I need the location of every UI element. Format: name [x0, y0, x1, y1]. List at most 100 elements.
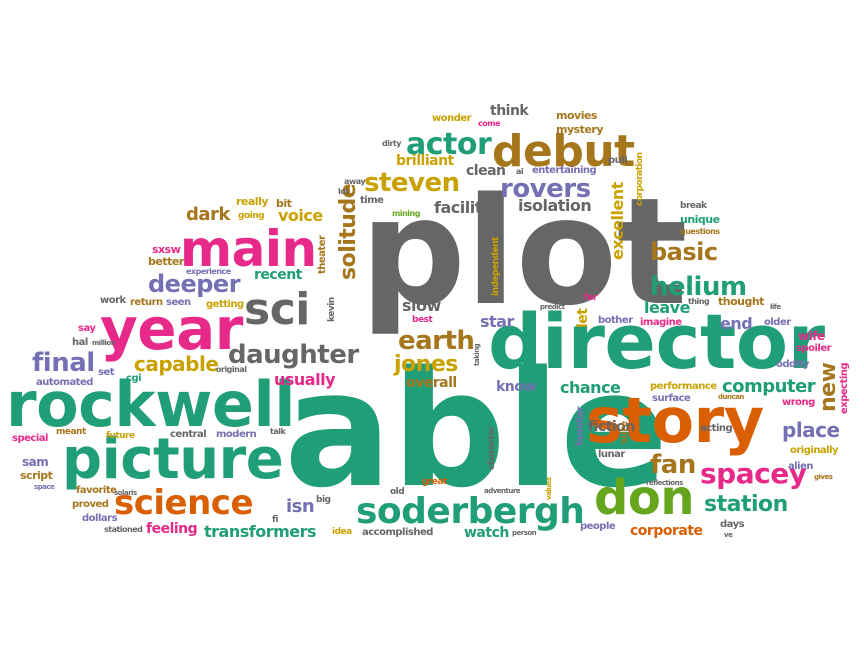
word-expecting: expecting — [839, 362, 850, 414]
word-space: space — [34, 483, 55, 491]
word-sure: sure — [619, 421, 630, 444]
word-time: time — [360, 195, 384, 206]
word-jones: jones — [394, 352, 458, 377]
word-reflections: reflections — [646, 479, 683, 487]
word-science: science — [114, 483, 254, 523]
word-final: final — [32, 348, 95, 378]
word-taking: taking — [473, 343, 481, 366]
word-leave: leave — [644, 298, 690, 317]
word-star: star — [480, 312, 514, 331]
word-far: far — [584, 293, 597, 303]
word-original: original — [216, 365, 247, 374]
word-return: return — [130, 297, 163, 308]
word-debut: debut — [492, 126, 635, 177]
word-story: story — [586, 384, 764, 457]
word-favorite: favorite — [76, 485, 117, 496]
word-come: come — [478, 119, 501, 128]
word-life: life — [770, 303, 781, 311]
word-independent: independent — [491, 237, 501, 296]
word-better: better — [148, 255, 184, 268]
word-originally: originally — [790, 445, 839, 456]
word-central: central — [170, 429, 207, 440]
word-main: main — [180, 220, 317, 278]
word-old: old — [390, 487, 405, 497]
word-think: think — [490, 103, 529, 119]
word-transformers: transformers — [204, 522, 317, 541]
word-bit: bit — [276, 197, 292, 210]
word-clean: clean — [466, 163, 506, 179]
word-new: new — [816, 362, 841, 412]
word-lot: lot — [338, 187, 349, 196]
word-deeper: deeper — [148, 270, 241, 298]
word-performance: performance — [650, 381, 717, 392]
word-surface: surface — [652, 393, 691, 404]
word-great: great — [422, 477, 447, 487]
word-adventure: adventure — [484, 487, 521, 495]
word-predict: predict — [540, 303, 565, 311]
word-rockwell: rockwell — [6, 368, 296, 441]
word-break: break — [680, 201, 707, 211]
word-rovers: rovers — [500, 174, 591, 204]
word-know: know — [496, 379, 536, 395]
word-solitude: solitude — [336, 183, 361, 280]
word-recent: recent — [254, 267, 302, 283]
word-cgi: cgi — [126, 373, 142, 384]
word-familiar: familiar — [575, 406, 586, 446]
word-chance: chance — [560, 378, 621, 397]
word-plot: plot — [360, 166, 688, 338]
word-solaris: solaris — [114, 489, 137, 497]
word-stationed: stationed — [104, 525, 143, 534]
word-thought: thought — [718, 295, 764, 308]
word-lunar: lunar — [598, 449, 625, 460]
word-person: person — [512, 529, 537, 537]
word-ve: ve — [724, 531, 733, 539]
word-dollars: dollars — [82, 513, 118, 524]
word-fan: fan — [650, 450, 696, 480]
word-hal: hal — [72, 337, 88, 348]
word-unique: unique — [680, 213, 720, 226]
word-really: really — [236, 195, 269, 208]
word-able: able — [284, 336, 668, 523]
word-station: station — [704, 492, 788, 517]
word-director: director — [488, 297, 825, 386]
word-experience: experience — [186, 267, 231, 276]
word-spacey: spacey — [700, 457, 807, 490]
word-million: million — [92, 339, 116, 347]
word-seen: seen — [166, 297, 191, 308]
word-steven: steven — [364, 168, 460, 198]
word-sci: sci — [244, 284, 310, 335]
word-voice: voice — [278, 206, 323, 225]
word-hr: hr — [540, 247, 550, 257]
word-mystery: mystery — [556, 123, 604, 136]
word-best: best — [412, 315, 433, 325]
word-work: work — [100, 295, 126, 306]
word-proved: proved — [72, 499, 109, 510]
word-pull: pull — [608, 155, 628, 166]
word-basic: basic — [650, 238, 718, 266]
word-sam: sam — [22, 455, 49, 469]
word-fiction: fiction — [588, 419, 635, 435]
word-year: year — [100, 295, 243, 363]
word-gives: gives — [814, 473, 833, 481]
word-excellent: excellent — [608, 182, 627, 260]
word-spoiler: spoiler — [796, 343, 832, 354]
word-bother: bother — [598, 315, 633, 326]
word-say: say — [78, 323, 96, 334]
word-don: don — [594, 470, 695, 526]
word-automated: automated — [36, 377, 93, 388]
word-watch: watch — [464, 525, 509, 541]
word-sxsw: sxsw — [152, 243, 181, 256]
word-dark: dark — [186, 204, 230, 225]
word-big: big — [316, 495, 331, 505]
word-wonder: wonder — [432, 113, 472, 124]
word-isolation: isolation — [518, 196, 592, 215]
word-place: place — [782, 418, 840, 442]
word-fi: fi — [272, 515, 279, 525]
word-modern: modern — [216, 429, 257, 440]
word-oddity: oddity — [776, 359, 809, 370]
word-facility: facility — [434, 198, 492, 217]
word-values: values — [545, 477, 553, 500]
word-corporate: corporate — [630, 523, 703, 539]
word-dirty: dirty — [382, 139, 401, 148]
word-questions: questions — [680, 227, 720, 236]
